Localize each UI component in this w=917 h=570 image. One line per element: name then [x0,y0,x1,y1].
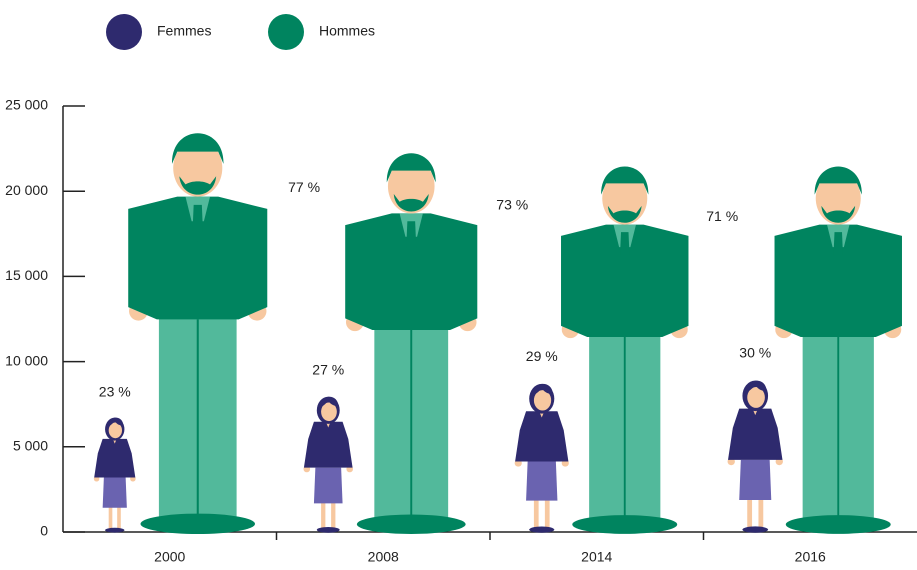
face [173,139,223,197]
fringe [106,417,124,428]
woman-figure [727,380,783,533]
value-label: 27 % [312,362,344,378]
jacket [561,224,689,338]
value-label: 29 % [526,348,558,364]
fringe [744,380,767,395]
fringe [530,383,553,398]
man-figure [774,166,902,534]
jacket [774,224,902,338]
skirt [526,461,558,501]
fringe [318,396,339,409]
hair [171,133,224,164]
skirt [739,459,772,500]
legend-label: Femmes [157,23,211,39]
x-tick-label: 2014 [581,549,612,565]
x-tick-label: 2016 [795,549,826,565]
face [815,172,861,225]
y-tick-label: 0 [40,523,48,539]
hair [386,153,436,183]
shoes [742,526,769,533]
face [321,402,337,422]
face [602,172,648,225]
beard [179,176,217,195]
man-figure [345,153,478,534]
y-tick-label: 10 000 [5,352,48,368]
man-figure [561,166,689,534]
value-label: 71 % [706,208,738,224]
value-label: 73 % [496,196,528,212]
shoes [785,515,891,534]
tie [406,221,417,257]
shoes [140,513,256,535]
beard [821,205,856,223]
woman-figure [303,396,354,533]
face [108,422,123,439]
shoes [316,526,340,533]
tie [192,204,204,242]
value-label: 77 % [288,179,320,195]
leg [117,486,121,530]
value-label: 30 % [739,345,771,361]
face [387,159,435,214]
leg [758,471,764,529]
legend-swatch [268,14,304,50]
y-tick-label: 15 000 [5,267,48,283]
y-tick-label: 20 000 [5,182,48,198]
shoes [356,514,466,534]
top [94,438,136,478]
hair [814,166,862,195]
woman-figure [514,383,569,533]
tie [833,232,844,266]
skirt [102,477,127,508]
top [515,411,569,462]
hair [601,166,649,195]
beard [393,193,429,212]
shoes [529,526,555,533]
face [747,387,765,408]
top [728,408,783,460]
y-tick-label: 5 000 [13,438,48,454]
woman-figure [93,417,136,533]
jacket [345,213,478,330]
tie [619,232,630,266]
shoes [572,515,678,534]
y-tick-label: 25 000 [5,97,48,113]
jacket [128,196,268,320]
man-figure [128,133,268,535]
leg [331,477,336,530]
top [303,421,353,468]
shoes [105,527,125,533]
x-tick-label: 2008 [368,549,399,565]
legend-label: Hommes [319,23,375,39]
leg [321,477,326,530]
value-label: 23 % [99,384,131,400]
skirt [313,467,343,504]
x-tick-label: 2000 [154,549,185,565]
beard [607,205,642,223]
leg [747,471,753,529]
legend-swatch [106,14,142,50]
leg [108,486,113,530]
face [533,390,552,411]
